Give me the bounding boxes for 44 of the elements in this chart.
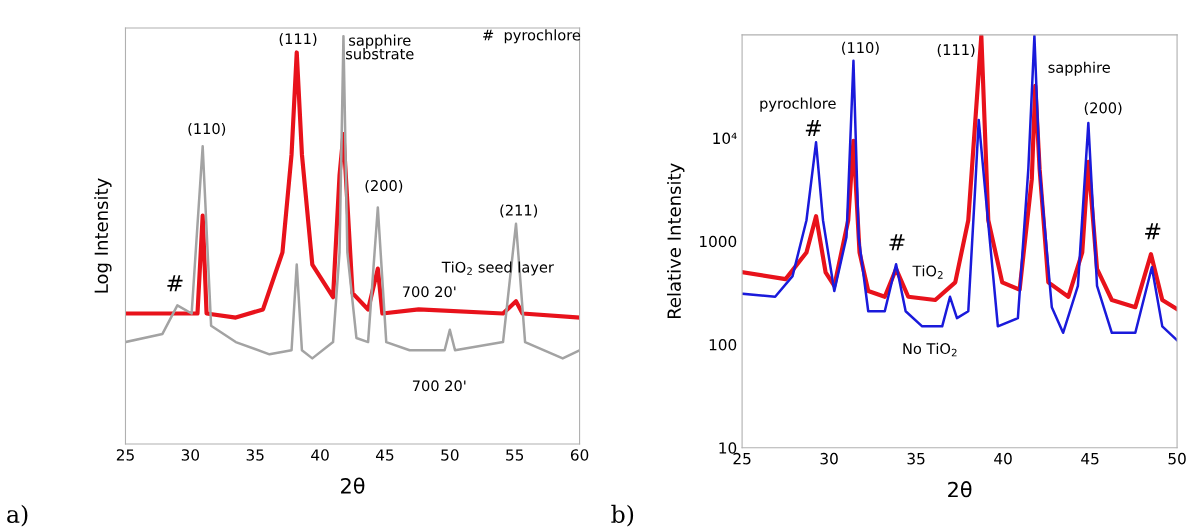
x-tick-label: 25 xyxy=(116,449,134,461)
x-tick-label: 25 xyxy=(733,452,751,465)
y-tick-label: 1000 xyxy=(700,235,737,248)
annotation: # xyxy=(1145,223,1161,240)
annotation: sapphire substrate xyxy=(346,34,414,60)
annotation: # xyxy=(167,275,183,292)
x-tick-label: 50 xyxy=(441,449,459,461)
annotation: # pyrochlore xyxy=(483,29,581,44)
x-tick-label: 35 xyxy=(907,452,925,465)
x-tick-label: 50 xyxy=(1168,452,1186,465)
annotation: (200) xyxy=(365,179,403,193)
x-tick-label: 45 xyxy=(1081,453,1099,465)
y-tick-label: 10 xyxy=(719,442,737,454)
annotation: TiO$_{2}$ xyxy=(912,265,943,279)
annotation: (211) xyxy=(500,204,538,218)
y-axis-title: Relative Intensity xyxy=(666,163,685,319)
annotation: sapphire xyxy=(1048,61,1110,76)
annotation: (110) xyxy=(188,122,226,136)
text: b) xyxy=(611,504,634,527)
annotation: pyrochlore xyxy=(760,97,836,112)
x-tick-label: 30 xyxy=(820,452,838,465)
x-tick-label: 60 xyxy=(570,449,589,461)
text: a) xyxy=(7,504,28,527)
x-axis-title: 2θ xyxy=(948,481,972,498)
annotation: (200) xyxy=(1084,102,1122,116)
annotation: # xyxy=(805,119,822,136)
annotation: (111) xyxy=(937,43,975,57)
annotation: (111) xyxy=(279,33,317,46)
y-tick-label: 10⁴ xyxy=(713,132,737,145)
y-axis-title: Log Intensity xyxy=(94,178,112,293)
x-tick-label: 35 xyxy=(246,449,264,461)
x-tick-label: 45 xyxy=(375,449,394,461)
annotation: 700 20' xyxy=(402,286,456,298)
annotation: No TiO$_{2}$ xyxy=(903,342,957,357)
x-axis-title: 2θ xyxy=(341,477,365,494)
annotation: TiO$_{2}$ seed layer xyxy=(441,261,554,276)
x-tick-label: 55 xyxy=(506,449,524,461)
x-tick-label: 40 xyxy=(311,449,329,461)
x-tick-label: 40 xyxy=(994,452,1012,465)
x-tick-label: 30 xyxy=(181,449,200,461)
annotation: (110) xyxy=(842,41,879,55)
annotation: # xyxy=(889,234,905,251)
y-tick-label: 100 xyxy=(709,338,737,351)
annotation: 700 20' xyxy=(412,380,466,392)
